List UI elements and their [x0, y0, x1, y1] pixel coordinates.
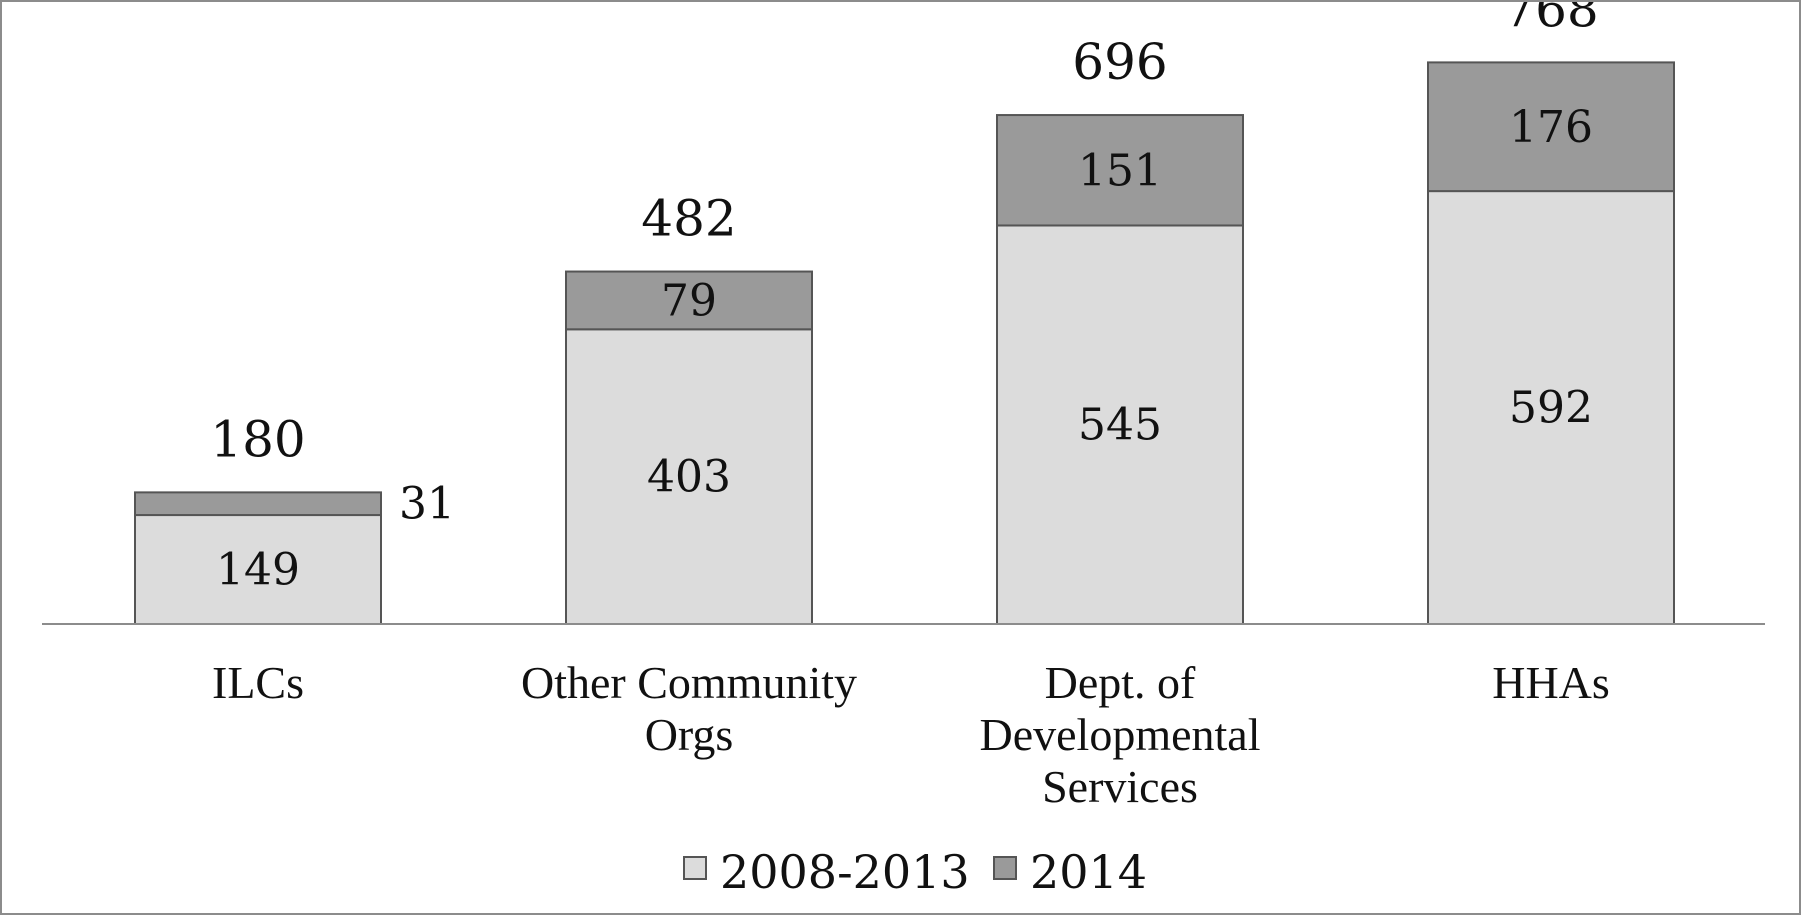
bar-segment-base-4 — [1427, 190, 1675, 625]
legend-swatch-1 — [683, 856, 707, 880]
category-label-line: HHAs — [1492, 657, 1610, 708]
bar-segment-top-4 — [1427, 61, 1675, 193]
bar-segment-top-1 — [134, 491, 382, 517]
total-label-3: 696 — [1072, 33, 1167, 91]
category-label-line: Developmental — [979, 709, 1260, 760]
bar-segment-top-3 — [996, 114, 1244, 227]
data-label-base-4: 592 — [1509, 383, 1593, 434]
total-label-1: 180 — [210, 410, 305, 468]
bar-segment-base-3 — [996, 224, 1244, 625]
labels-layer: 149 31 180 ILCs 403 79 482 Other Community Orgs 5… — [210, 2, 1610, 812]
legend-label-2: 2014 — [1030, 845, 1147, 899]
category-label-line: Other Community — [521, 657, 857, 708]
data-label-top-4: 176 — [1509, 102, 1593, 153]
total-label-4: 768 — [1503, 2, 1598, 38]
legend-label-1: 2008-2013 — [720, 845, 970, 899]
bar-segment-base-1 — [134, 514, 382, 626]
category-label-line: Dept. of — [1045, 657, 1196, 708]
data-label-top-3: 151 — [1078, 145, 1162, 196]
category-label-line: Services — [1042, 761, 1198, 812]
legend: 2008-2013 2014 — [683, 845, 1147, 899]
bar-segment-base-2 — [565, 328, 813, 625]
bar-segment-top-2 — [565, 270, 813, 331]
legend-swatch-2 — [993, 856, 1017, 880]
category-label-line: Orgs — [645, 709, 734, 760]
category-label-4: HHAs — [1492, 657, 1610, 708]
bars-layer — [134, 61, 1675, 626]
category-label-2: Other Community Orgs — [521, 657, 857, 760]
category-label-1: ILCs — [212, 657, 304, 708]
data-label-base-2: 403 — [647, 452, 731, 503]
data-label-top-2: 79 — [661, 275, 717, 326]
data-label-base-1: 149 — [216, 545, 300, 596]
data-label-base-3: 545 — [1078, 400, 1162, 451]
category-label-3: Dept. of Developmental Services — [979, 657, 1260, 812]
total-label-2: 482 — [641, 190, 736, 248]
data-label-top-1: 31 — [399, 479, 455, 530]
category-label-line: ILCs — [212, 657, 304, 708]
